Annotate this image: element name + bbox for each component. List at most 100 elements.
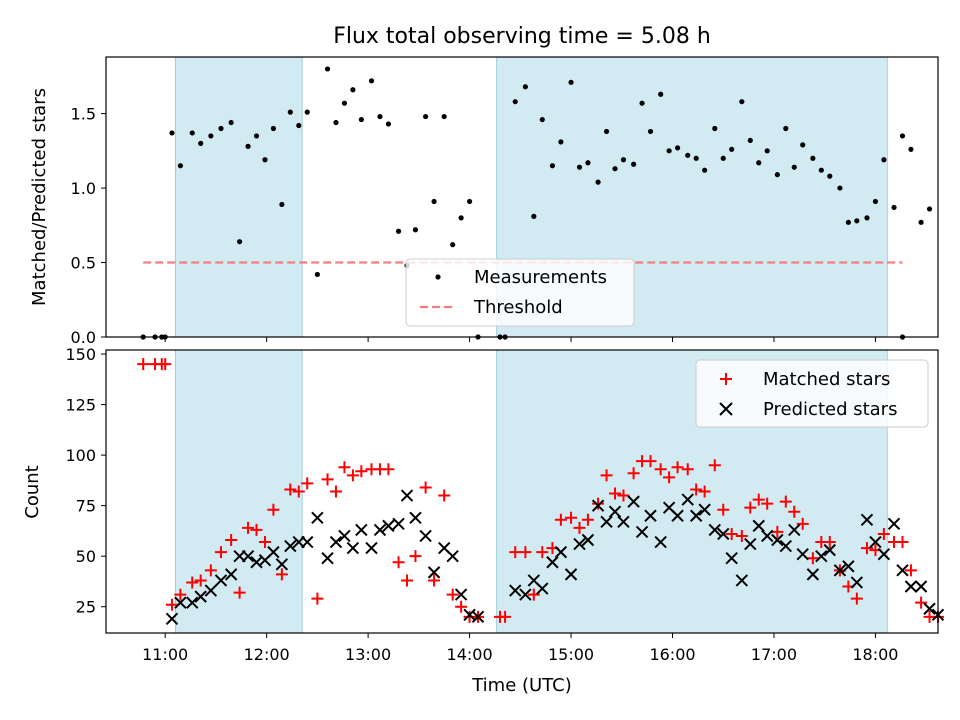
measurement-point [262,157,268,163]
x-tick-label: 14:00 [447,645,493,664]
legend-predicted-label: Predicted stars [763,399,897,420]
predicted-star-point [419,529,432,543]
matched-star-point [779,495,792,508]
matched-star-point [771,525,784,538]
measurement-point [576,164,583,170]
measurement-point [872,198,879,205]
predicted-star-point [627,495,640,508]
matched-star-point [681,463,694,476]
predicted-star-point [752,519,765,533]
predicted-star-point [717,527,730,541]
measurement-point [899,133,906,139]
matched-star-point [438,489,451,502]
predicted-star-point [519,588,532,601]
matched-star-point [284,483,297,496]
predicted-star-point [635,525,649,539]
matched-star-point [565,511,578,524]
predicted-star-point [346,541,360,555]
measurement-point [854,218,860,224]
measurement-point [666,148,672,154]
matched-star-point [860,542,873,555]
measurement-point [395,228,402,234]
measurement-point [658,91,664,97]
measurement-point [296,122,302,129]
bottom-y-tick-label: 125 [65,396,96,415]
predicted-star-point [671,509,684,522]
matched-star-point [527,588,540,601]
predicted-star-point [581,533,595,547]
predicted-star-point [536,582,549,595]
matched-star-point [165,598,178,611]
measurement-point [539,116,545,123]
predicted-star-point [842,560,855,573]
predicted-star-point [608,505,622,518]
x-tick-label: 12:00 [244,645,290,664]
predicted-star-point [241,549,255,563]
matched-star-point [250,523,263,536]
bottom-y-axis-label: Count [22,465,43,518]
predicted-star-point [301,535,314,549]
matched-star-point [428,574,441,587]
matched-star-point [225,534,238,547]
measurement-point [412,227,419,233]
measurement-point [198,140,204,146]
bottom-legend: Matched stars Predicted stars [695,359,929,428]
shaded-interval [174,56,303,338]
predicted-star-point [617,515,630,529]
bottom-legend-box [695,359,929,428]
predicted-star-point [284,539,297,553]
predicted-star-point [850,576,864,589]
measurement-point [631,161,637,167]
measurement-point [568,79,574,85]
predicted-star-point [554,545,568,559]
matched-star-point [346,469,359,482]
predicted-star-point [923,602,936,615]
matched-star-point [896,536,909,549]
predicted-star-point [796,547,809,561]
legend-predicted-marker [719,402,733,416]
measurement-point [441,113,447,120]
measurement-point [800,142,806,148]
bottom-y-tick-label: 25 [76,598,96,617]
matched-star-point [301,477,314,490]
predicted-star-point [708,523,721,537]
matched-star-point [499,610,512,623]
top-y-tick-label: 1.0 [71,179,96,198]
top-panel: 0.0 0.5 1.0 1.5 Matched/Predicted stars Mea… [29,56,939,347]
predicted-star-point [815,549,828,563]
predicted-star-point [896,564,909,577]
bottom-y-tick-label: 150 [65,345,96,364]
matched-star-point [401,574,414,587]
measurement-point [845,219,851,225]
bottom-panel: 25 50 75 100 125 150 11:00 12:00 13:00 14:00 15:0… [22,345,945,696]
measurement-point [756,160,762,166]
measurement-point [926,206,933,212]
matched-star-point [267,503,280,516]
measurement-point [324,66,331,72]
measurement-point [270,125,277,132]
matched-star-point [915,596,928,609]
x-tick-label: 17:00 [751,645,797,664]
matched-star-point [242,521,255,534]
measurement-point [918,219,924,225]
matched-star-point [509,546,522,559]
top-legend-box [405,258,635,327]
measurement-point [177,163,184,169]
x-tick-label: 16:00 [649,645,695,664]
measurement-point [218,125,224,132]
measurement-point [304,109,310,115]
predicted-star-point [877,547,891,561]
predicted-star-point [600,515,613,529]
matched-star-point [258,536,271,549]
predicted-star-point [760,529,774,543]
measurement-point [350,87,356,93]
measurement-point [458,215,464,221]
predicted-star-point [338,529,351,543]
matched-star-point [311,592,324,605]
measurement-point [279,201,285,208]
predicted-star-point [573,537,586,551]
matched-star-point [806,552,819,565]
measurement-point [358,116,364,123]
predicted-star-point [365,541,378,555]
